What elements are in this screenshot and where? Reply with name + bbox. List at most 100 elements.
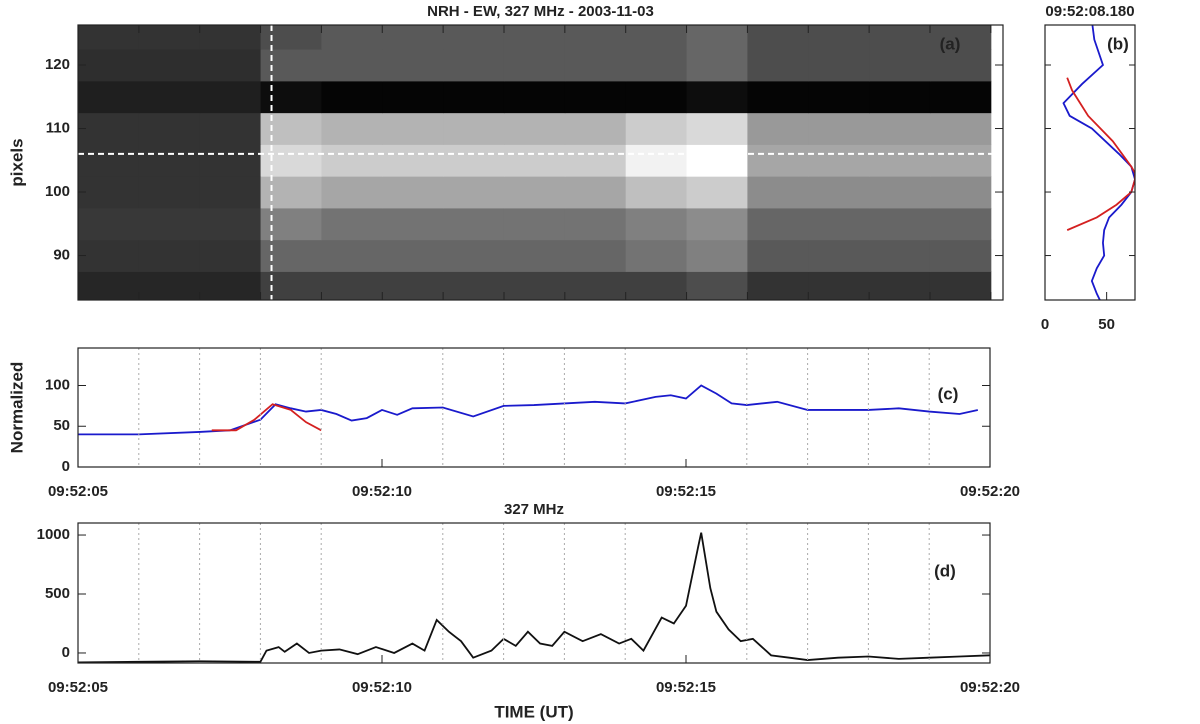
heatmap-cell [138, 112, 201, 145]
heatmap-cell [443, 207, 505, 241]
heatmap-cell [382, 239, 444, 272]
heatmap-cell [138, 25, 201, 50]
heatmap-cell [808, 239, 870, 272]
heatmap-cell [808, 80, 870, 114]
x-tick-label: 09:52:15 [656, 483, 716, 500]
heatmap-cell [260, 25, 322, 50]
heatmap-cell [199, 112, 262, 145]
heatmap-cell [747, 239, 809, 272]
heatmap-cell [503, 112, 566, 145]
heatmap-cell [382, 271, 444, 300]
heatmap-cell [382, 25, 444, 50]
heatmap-cell [625, 112, 688, 145]
axes-frame [77, 347, 991, 468]
y-axis-label: pixels [7, 138, 26, 186]
heatmap-cell [808, 112, 870, 145]
heatmap-cell [625, 49, 688, 82]
heatmap-cell [929, 176, 992, 209]
heatmap-cell [869, 207, 931, 241]
x-tick-label: 09:52:05 [48, 483, 108, 500]
heatmap-cell [869, 49, 931, 82]
heatmap-cell [869, 144, 931, 177]
heatmap-cell [625, 271, 688, 300]
heatmap-cell [321, 144, 383, 177]
x-tick-label: 09:52:20 [960, 679, 1020, 696]
heatmap-cell [78, 176, 140, 209]
heatmap-cell [747, 80, 809, 114]
y-tick-label: 1000 [37, 526, 70, 543]
heatmap-cell [199, 25, 262, 50]
heatmap-cell [260, 271, 322, 300]
axes-frame [77, 24, 1004, 301]
x-tick-label: 0 [1041, 316, 1049, 333]
heatmap-cell [686, 80, 748, 114]
heatmap-cell [138, 144, 201, 177]
heatmap-cell [625, 144, 688, 177]
heatmap-cell [78, 144, 140, 177]
heatmap-cell [138, 80, 201, 114]
heatmap-cell [138, 239, 201, 272]
heatmap-cell [564, 49, 627, 82]
heatmap-cell [443, 112, 505, 145]
heatmap-cell [199, 239, 262, 272]
heatmap-cell [564, 239, 627, 272]
heatmap-cell [199, 80, 262, 114]
heatmap-cell [564, 176, 627, 209]
heatmap-cell [443, 80, 505, 114]
heatmap-cell [869, 80, 931, 114]
panel-title: 327 MHz [504, 501, 564, 518]
heatmap-cell [260, 144, 322, 177]
heatmap-cell [443, 144, 505, 177]
axes-frame [1044, 24, 1136, 301]
y-tick-label: 0 [62, 458, 70, 475]
axes-frame [77, 522, 991, 664]
x-tick-label: 09:52:05 [48, 679, 108, 696]
heatmap-cell [321, 207, 383, 241]
heatmap-cell [747, 271, 809, 300]
heatmap-cell [869, 112, 931, 145]
heatmap-cell [321, 49, 383, 82]
panel [77, 532, 991, 664]
heatmap-cell [503, 25, 566, 50]
heatmap-cell [260, 49, 322, 82]
heatmap-cell [503, 271, 566, 300]
heatmap-cell [869, 239, 931, 272]
series-line [77, 532, 991, 664]
panel-title: NRH - EW, 327 MHz - 2003-11-03 [427, 3, 654, 20]
heatmap-cell [625, 25, 688, 50]
heatmap-cell [503, 239, 566, 272]
heatmap-cell [686, 239, 748, 272]
heatmap-cell [929, 25, 992, 50]
heatmap-cell [321, 112, 383, 145]
heatmap-cell [321, 25, 383, 50]
heatmap-cell [929, 271, 992, 300]
heatmap-cell [78, 80, 140, 114]
heatmap-cell [78, 207, 140, 241]
heatmap-cell [503, 176, 566, 209]
x-tick-label: 09:52:10 [352, 483, 412, 500]
heatmap-cell [808, 49, 870, 82]
heatmap-cell [138, 49, 201, 82]
heatmap-cell [564, 112, 627, 145]
heatmap-cell [443, 49, 505, 82]
heatmap-cell [686, 271, 748, 300]
heatmap-cell [869, 271, 931, 300]
x-tick-label: 09:52:20 [960, 483, 1020, 500]
heatmap-cell [443, 176, 505, 209]
heatmap-cell [503, 207, 566, 241]
heatmap-cell [564, 25, 627, 50]
y-tick-label: 90 [53, 247, 70, 264]
y-tick-label: 100 [45, 183, 70, 200]
heatmap-cell [808, 25, 870, 50]
heatmap-cell [929, 144, 992, 177]
heatmap-cell [199, 144, 262, 177]
heatmap-cell [78, 239, 140, 272]
heatmap-cell [686, 25, 748, 50]
heatmap-cell [929, 112, 992, 145]
heatmap-cell [747, 25, 809, 50]
heatmap-cell [382, 80, 444, 114]
heatmap-cell [382, 207, 444, 241]
heatmap-cell [929, 239, 992, 272]
heatmap-cell [747, 207, 809, 241]
heatmap-cell [929, 80, 992, 114]
